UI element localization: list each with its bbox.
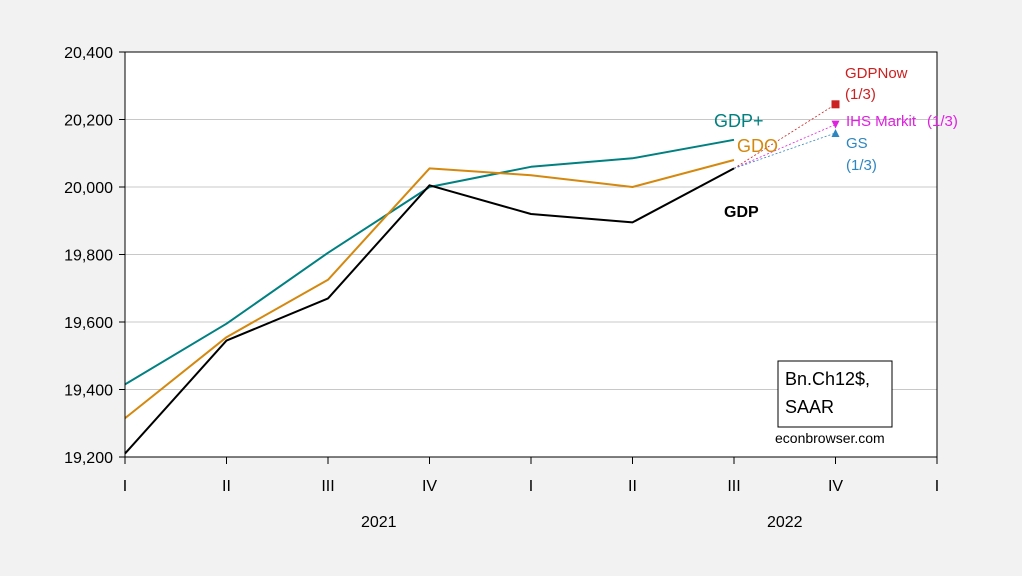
y-tick-label: 19,600 (64, 315, 113, 332)
y-tick-label: 20,200 (64, 113, 113, 130)
gs-label: GS (846, 135, 868, 152)
nowcast-connector (733, 132, 836, 169)
y-axis: 19,200 19,400 19,600 19,800 20,000 20,200 20,4… (64, 45, 125, 467)
y-tick-label: 20,000 (64, 180, 113, 197)
y-tick-label: 19,400 (64, 383, 113, 400)
x-tick-label: III (727, 478, 740, 495)
marker-gs (831, 129, 840, 137)
x-tick-label: II (222, 478, 231, 495)
series-line-gdpplus (124, 138, 735, 386)
series-label-gdo: GDO (737, 136, 778, 156)
nowcast-connector (733, 124, 836, 169)
nowcast-connector (733, 103, 836, 169)
x-tick-label: IV (422, 478, 437, 495)
x-tick-label: IV (828, 478, 843, 495)
y-tick-label: 20,400 (64, 45, 113, 62)
year-label: 2022 (767, 514, 803, 531)
gdpnow-label: GDPNow (845, 65, 908, 82)
x-tick-label: I (935, 478, 939, 495)
gs-date: (1/3) (846, 157, 877, 174)
units-note-line2: SAAR (785, 397, 834, 417)
series-label-gdp: GDP (724, 204, 759, 221)
y-tick-label: 19,200 (64, 450, 113, 467)
marker-ihs-markit (831, 120, 840, 129)
series-line-gdo (124, 159, 735, 419)
x-tick-label: I (123, 478, 127, 495)
ihs-markit-label: IHS Markit (846, 113, 917, 130)
series-lines (124, 103, 836, 455)
y-tick-label: 19,800 (64, 248, 113, 265)
source-credit: econbrowser.com (775, 430, 885, 446)
gdpnow-date: (1/3) (845, 86, 876, 103)
year-label: 2021 (361, 514, 397, 531)
x-tick-label: III (321, 478, 334, 495)
marker-gdpnow (831, 100, 840, 109)
ihs-markit-date: (1/3) (927, 113, 958, 130)
units-note-box (777, 360, 893, 428)
units-note-line1: Bn.Ch12$, (785, 369, 870, 389)
series-line-gdp (124, 167, 735, 455)
nowcast-markers (831, 100, 840, 137)
series-label-gdpplus: GDP+ (714, 111, 764, 131)
x-tick-label: II (628, 478, 637, 495)
x-tick-label: I (529, 478, 533, 495)
plot-frame (124, 51, 938, 458)
